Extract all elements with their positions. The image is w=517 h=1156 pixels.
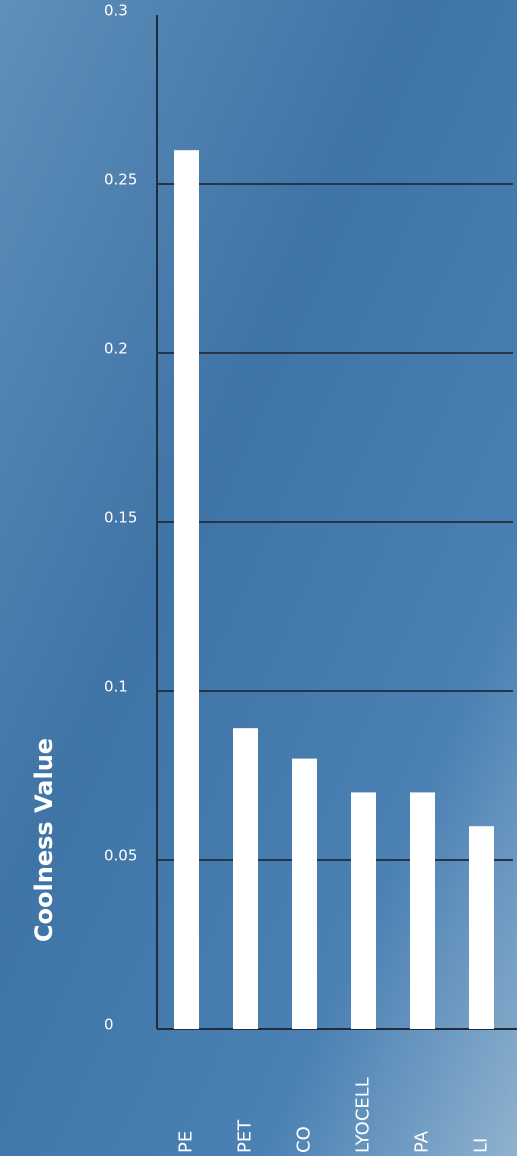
y-tick-label: 0.05	[104, 847, 137, 865]
x-tick-label: LI	[471, 1138, 492, 1153]
x-tick-label: LYOCELL	[353, 1077, 374, 1153]
y-tick-label: 0.15	[104, 509, 137, 527]
y-tick-label: 0.25	[104, 171, 137, 189]
y-tick-label: 0.1	[104, 678, 128, 696]
x-tick-label: PE	[176, 1131, 197, 1153]
x-tick-label: PA	[412, 1130, 433, 1153]
y-tick-label: 0	[104, 1016, 114, 1034]
bar	[469, 826, 494, 1029]
bar	[351, 792, 376, 1029]
y-tick-label: 0.3	[104, 2, 128, 20]
bar	[174, 150, 199, 1029]
bar	[292, 758, 317, 1029]
y-axis-label: Coolness Value	[30, 738, 58, 942]
bar	[233, 728, 258, 1029]
x-tick-label: PET	[235, 1119, 256, 1153]
x-tick-label: CO	[294, 1126, 315, 1153]
bar	[410, 792, 435, 1029]
y-tick-label: 0.2	[104, 340, 128, 358]
